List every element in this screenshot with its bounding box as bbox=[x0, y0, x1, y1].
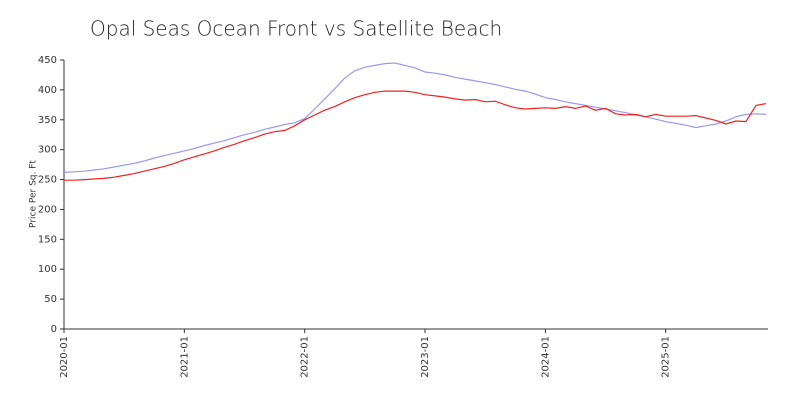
series-line bbox=[64, 90, 767, 181]
y-tick-label: 50 bbox=[44, 294, 57, 305]
x-tick-label: 2025-01 bbox=[661, 336, 672, 378]
series-line bbox=[63, 62, 767, 173]
y-tick-label: 450 bbox=[38, 55, 57, 66]
x-tick-label: 2024-01 bbox=[540, 336, 551, 378]
chart-title: Opal Seas Ocean Front vs Satellite Beach bbox=[90, 17, 502, 41]
y-axis-label: Price Per Sq. Ft bbox=[29, 160, 39, 228]
y-tick-label: 200 bbox=[38, 204, 57, 215]
x-tick-label: 2021-01 bbox=[179, 336, 190, 378]
x-tick-label: 2022-01 bbox=[300, 336, 311, 378]
y-tick-label: 350 bbox=[38, 115, 57, 126]
x-tick-label: 2020-01 bbox=[59, 336, 70, 378]
y-tick-label: 100 bbox=[38, 264, 57, 275]
y-tick-label: 150 bbox=[38, 234, 57, 245]
y-tick-label: 250 bbox=[38, 175, 57, 186]
x-tick-label: 2023-01 bbox=[420, 336, 431, 378]
y-tick-label: 400 bbox=[38, 85, 57, 96]
y-tick-label: 300 bbox=[38, 145, 57, 156]
y-tick-label: 0 bbox=[51, 324, 57, 335]
